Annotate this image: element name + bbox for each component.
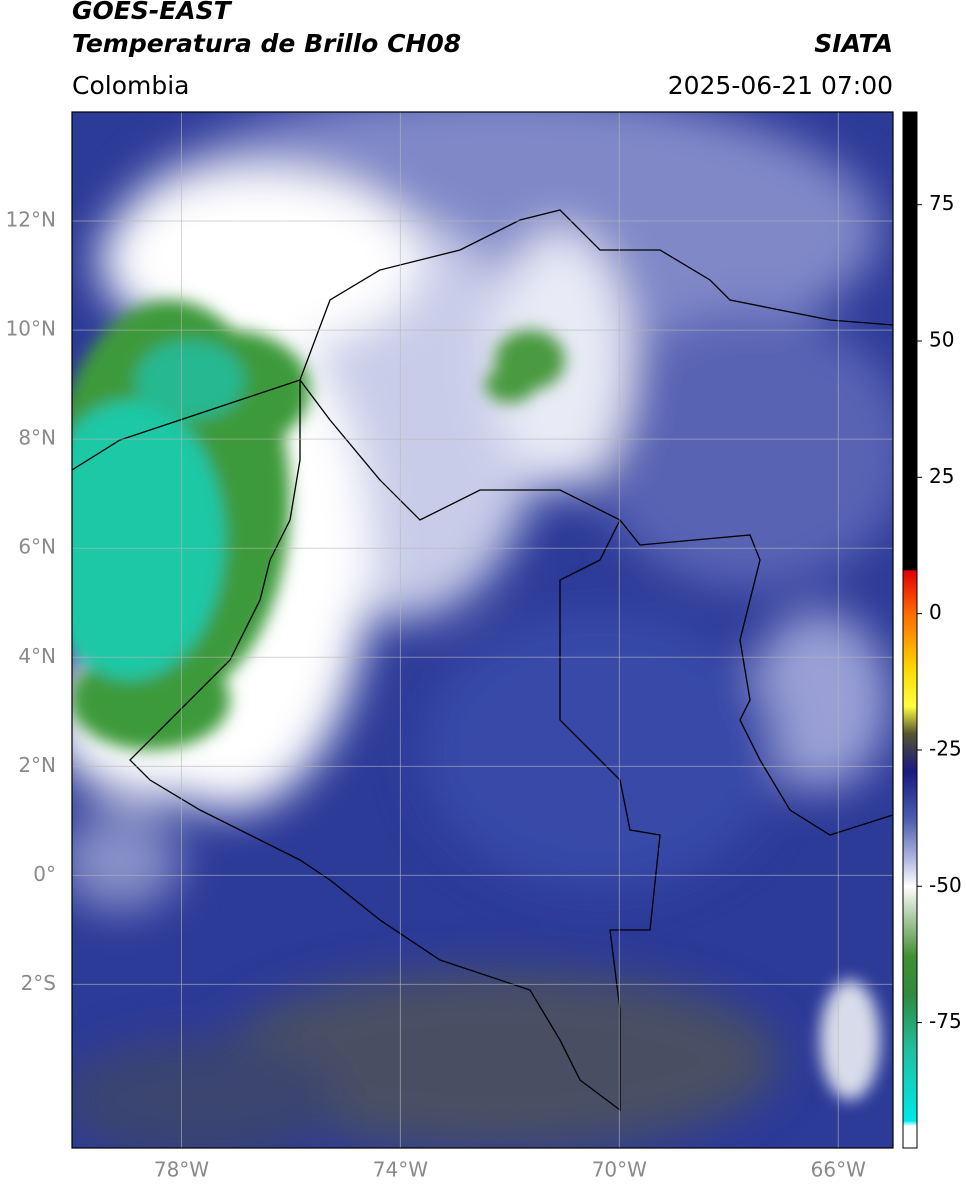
datetime: 2025-06-21 07:00 xyxy=(668,71,893,100)
source: SIATA xyxy=(814,29,893,58)
colorbar: 75 50 25 0 -25 -50 -75 xyxy=(903,112,962,1148)
colorbar-tick-label: 0 xyxy=(929,600,942,624)
y-tick-label: 2°N xyxy=(18,753,56,777)
y-tick-label: 2°S xyxy=(21,971,56,995)
y-tick-label: 12°N xyxy=(6,208,56,232)
y-tick-label: 8°N xyxy=(18,426,56,450)
region: Colombia xyxy=(72,71,189,100)
colorbar-tick-label: 25 xyxy=(929,464,954,488)
x-tick-label: 74°W xyxy=(373,1158,428,1182)
colorbar-tick-label: 75 xyxy=(929,191,954,215)
satellite-image xyxy=(72,112,893,1148)
y-tick-label: 4°N xyxy=(18,644,56,668)
colorbar-fill xyxy=(903,112,917,1148)
colorbar-tick-label: -75 xyxy=(929,1009,962,1033)
colorbar-tick-label: 50 xyxy=(929,328,954,352)
subtitle: Temperatura de Brillo CH08 xyxy=(72,29,461,58)
colorbar-tick-label: -50 xyxy=(929,873,962,897)
x-tick-label: 70°W xyxy=(592,1158,647,1182)
x-tick-label: 78°W xyxy=(154,1158,209,1182)
y-tick-label: 10°N xyxy=(6,317,56,341)
graticule: 78°W 74°W 70°W 66°W 12°N 10°N 8°N 6°N 4°N 2°N 0° 2°… xyxy=(6,112,893,1182)
y-tick-label: 0° xyxy=(33,862,56,886)
colorbar-tick-label: -25 xyxy=(929,736,962,760)
title: GOES-EAST xyxy=(72,0,233,25)
y-tick-label: 6°N xyxy=(18,535,56,559)
colorbar-frame xyxy=(902,111,918,1149)
x-tick-label: 66°W xyxy=(811,1158,866,1182)
map-frame xyxy=(71,111,894,1149)
